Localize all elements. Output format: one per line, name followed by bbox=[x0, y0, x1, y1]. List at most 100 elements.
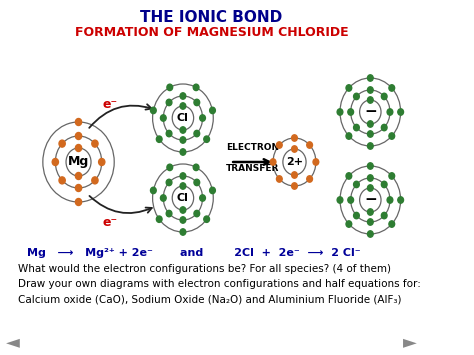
Text: ELECTRON: ELECTRON bbox=[226, 143, 279, 152]
Circle shape bbox=[180, 149, 186, 155]
Circle shape bbox=[348, 197, 354, 203]
Circle shape bbox=[156, 216, 162, 222]
Circle shape bbox=[180, 173, 186, 179]
Circle shape bbox=[367, 185, 373, 191]
Circle shape bbox=[382, 212, 387, 219]
Text: Mg: Mg bbox=[68, 155, 89, 169]
Circle shape bbox=[346, 85, 352, 91]
Circle shape bbox=[75, 173, 82, 180]
Text: ◄: ◄ bbox=[7, 333, 20, 351]
Circle shape bbox=[354, 93, 359, 100]
Circle shape bbox=[180, 217, 186, 223]
Circle shape bbox=[92, 140, 98, 147]
Circle shape bbox=[276, 142, 282, 148]
Circle shape bbox=[167, 84, 173, 91]
Circle shape bbox=[166, 211, 172, 217]
Text: FORMATION OF MAGNESIUM CHLORIDE: FORMATION OF MAGNESIUM CHLORIDE bbox=[75, 26, 348, 39]
Circle shape bbox=[307, 176, 312, 182]
Text: −: − bbox=[364, 104, 377, 120]
Circle shape bbox=[59, 140, 65, 147]
Circle shape bbox=[346, 221, 352, 227]
Circle shape bbox=[200, 195, 205, 201]
Text: Calcium oxide (CaO), Sodium Oxide (Na₂O) and Aluminium Fluoride (AlF₃): Calcium oxide (CaO), Sodium Oxide (Na₂O)… bbox=[18, 294, 401, 304]
Circle shape bbox=[398, 197, 403, 203]
Circle shape bbox=[382, 93, 387, 100]
Circle shape bbox=[180, 183, 186, 189]
Circle shape bbox=[75, 198, 82, 206]
Circle shape bbox=[204, 136, 210, 142]
Circle shape bbox=[156, 136, 162, 142]
Circle shape bbox=[367, 131, 373, 137]
Circle shape bbox=[292, 172, 297, 178]
Circle shape bbox=[270, 159, 276, 165]
Circle shape bbox=[180, 103, 186, 109]
Circle shape bbox=[151, 107, 156, 114]
Circle shape bbox=[367, 121, 373, 127]
Circle shape bbox=[387, 197, 393, 203]
Circle shape bbox=[346, 173, 352, 179]
Circle shape bbox=[151, 187, 156, 193]
Circle shape bbox=[204, 216, 210, 222]
Circle shape bbox=[210, 107, 215, 114]
Text: Mg   ⟶   Mg²⁺ + 2e⁻       and        2Cl  +  2e⁻  ⟶  2 Cl⁻: Mg ⟶ Mg²⁺ + 2e⁻ and 2Cl + 2e⁻ ⟶ 2 Cl⁻ bbox=[27, 248, 360, 258]
Text: What would the electron configurations be? For all species? (4 of them): What would the electron configurations b… bbox=[18, 264, 391, 274]
Circle shape bbox=[367, 175, 373, 181]
Circle shape bbox=[307, 142, 312, 148]
Circle shape bbox=[99, 158, 105, 165]
Circle shape bbox=[367, 97, 373, 103]
Circle shape bbox=[367, 163, 373, 169]
Circle shape bbox=[276, 176, 282, 182]
Circle shape bbox=[52, 158, 58, 165]
Circle shape bbox=[166, 99, 172, 106]
Circle shape bbox=[337, 109, 343, 115]
Text: e⁻: e⁻ bbox=[102, 215, 118, 229]
Circle shape bbox=[389, 221, 395, 227]
Circle shape bbox=[389, 133, 395, 139]
Circle shape bbox=[92, 177, 98, 184]
Circle shape bbox=[354, 181, 359, 188]
Circle shape bbox=[398, 109, 403, 115]
Circle shape bbox=[194, 99, 200, 106]
Circle shape bbox=[75, 132, 82, 140]
Text: ►: ► bbox=[402, 333, 417, 351]
Circle shape bbox=[180, 229, 186, 235]
Circle shape bbox=[346, 133, 352, 139]
Text: THE IONIC BOND: THE IONIC BOND bbox=[140, 10, 283, 25]
Circle shape bbox=[367, 143, 373, 149]
Circle shape bbox=[194, 130, 200, 137]
Circle shape bbox=[180, 127, 186, 133]
Text: TRANSFER: TRANSFER bbox=[226, 164, 279, 173]
Circle shape bbox=[382, 181, 387, 188]
Circle shape bbox=[387, 109, 393, 115]
Circle shape bbox=[180, 93, 186, 99]
Circle shape bbox=[389, 85, 395, 91]
Circle shape bbox=[382, 124, 387, 131]
Circle shape bbox=[348, 109, 354, 115]
Circle shape bbox=[200, 115, 205, 121]
Text: Cl: Cl bbox=[177, 113, 189, 123]
Circle shape bbox=[354, 212, 359, 219]
Circle shape bbox=[210, 187, 215, 193]
Circle shape bbox=[160, 115, 166, 121]
Circle shape bbox=[367, 75, 373, 81]
Circle shape bbox=[354, 124, 359, 131]
Circle shape bbox=[75, 185, 82, 191]
Circle shape bbox=[389, 173, 395, 179]
Circle shape bbox=[75, 144, 82, 152]
Circle shape bbox=[313, 159, 319, 165]
Circle shape bbox=[166, 130, 172, 137]
Circle shape bbox=[337, 197, 343, 203]
Circle shape bbox=[75, 119, 82, 126]
Circle shape bbox=[367, 209, 373, 215]
Circle shape bbox=[194, 179, 200, 186]
Circle shape bbox=[367, 87, 373, 93]
Text: 2+: 2+ bbox=[286, 157, 303, 167]
Circle shape bbox=[180, 207, 186, 213]
Text: Draw your own diagrams with electron configurations and half equations for:: Draw your own diagrams with electron con… bbox=[18, 279, 421, 289]
Circle shape bbox=[166, 179, 172, 186]
Text: e⁻: e⁻ bbox=[102, 98, 118, 110]
Text: −: − bbox=[364, 192, 377, 208]
Circle shape bbox=[193, 84, 199, 91]
Text: Cl: Cl bbox=[177, 193, 189, 203]
Circle shape bbox=[367, 219, 373, 225]
